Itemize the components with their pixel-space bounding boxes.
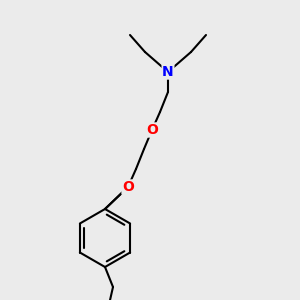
Text: N: N	[162, 65, 174, 79]
Text: O: O	[146, 123, 158, 137]
Text: O: O	[122, 180, 134, 194]
